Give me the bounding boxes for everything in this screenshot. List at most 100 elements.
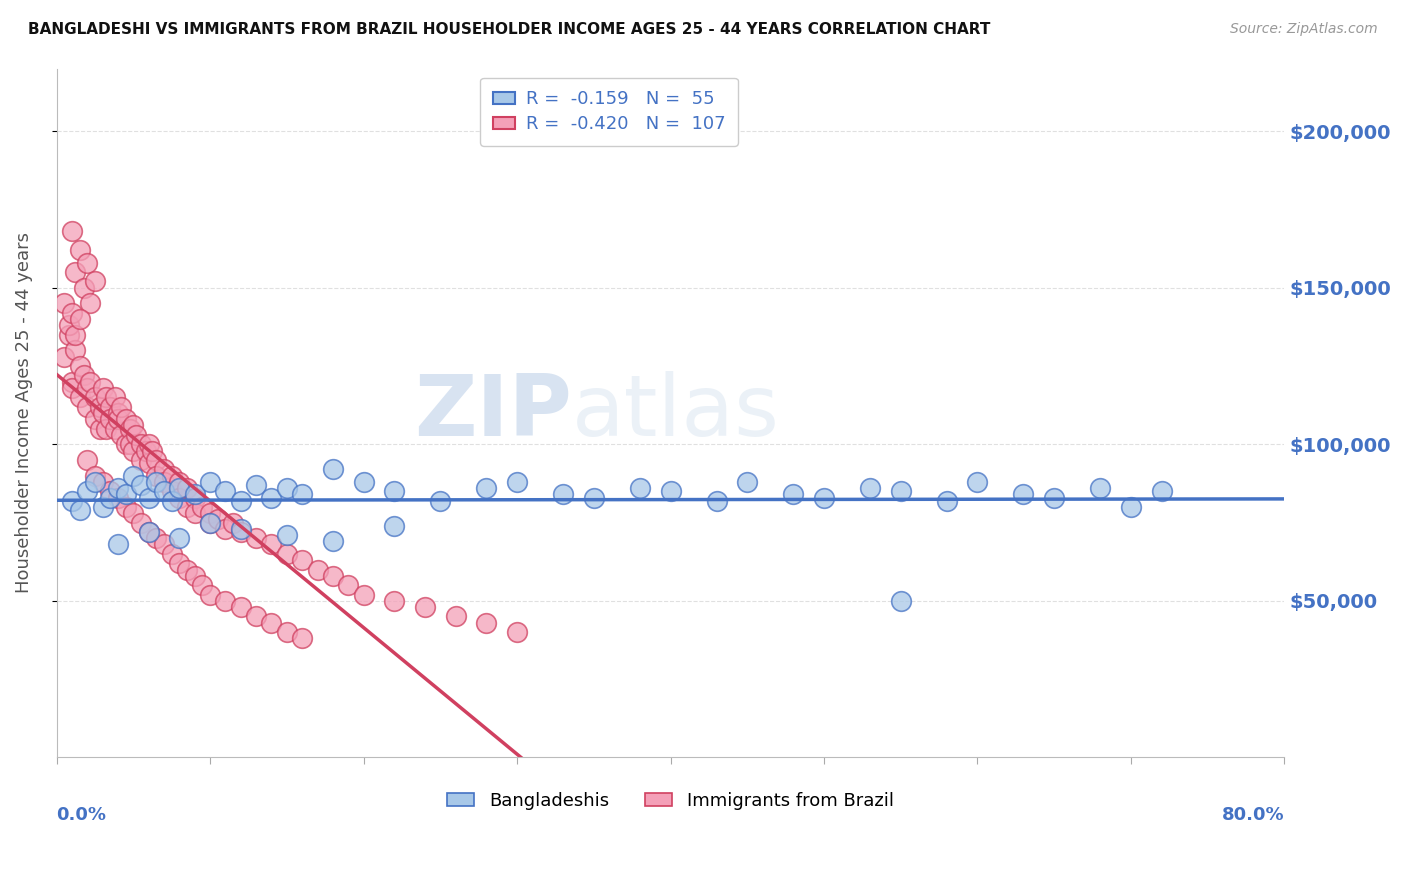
Point: [69, 312, 91, 326]
Point: [890, 484, 912, 499]
Point: [214, 594, 236, 608]
Point: [129, 516, 152, 530]
Point: [60, 493, 83, 508]
Point: [107, 412, 129, 426]
Point: [84, 412, 107, 426]
Point: [475, 481, 498, 495]
Point: [260, 615, 283, 630]
Point: [169, 556, 191, 570]
Point: [91, 381, 114, 395]
Point: [184, 487, 207, 501]
Text: 80.0%: 80.0%: [1222, 805, 1285, 823]
Point: [91, 475, 114, 489]
Point: [276, 481, 298, 495]
Point: [153, 537, 176, 551]
Point: [735, 475, 758, 489]
Point: [176, 500, 198, 514]
Point: [176, 562, 198, 576]
Point: [107, 481, 129, 495]
Text: atlas: atlas: [572, 371, 780, 454]
Point: [79, 296, 101, 310]
Point: [582, 491, 605, 505]
Point: [104, 390, 127, 404]
Point: [198, 506, 221, 520]
Point: [63, 343, 86, 358]
Point: [94, 390, 117, 404]
Point: [444, 609, 467, 624]
Point: [382, 594, 405, 608]
Point: [260, 491, 283, 505]
Point: [260, 537, 283, 551]
Point: [89, 400, 111, 414]
Point: [91, 406, 114, 420]
Point: [91, 500, 114, 514]
Point: [89, 422, 111, 436]
Point: [1090, 481, 1112, 495]
Point: [353, 588, 375, 602]
Point: [138, 524, 160, 539]
Point: [138, 491, 160, 505]
Point: [184, 491, 207, 505]
Point: [169, 475, 191, 489]
Point: [63, 327, 86, 342]
Point: [122, 506, 145, 520]
Point: [135, 443, 157, 458]
Point: [475, 615, 498, 630]
Point: [1043, 491, 1066, 505]
Point: [229, 493, 252, 508]
Point: [98, 484, 121, 499]
Point: [160, 547, 183, 561]
Point: [122, 418, 145, 433]
Point: [191, 578, 214, 592]
Point: [53, 296, 76, 310]
Point: [76, 484, 98, 499]
Point: [322, 534, 344, 549]
Point: [935, 493, 957, 508]
Point: [214, 522, 236, 536]
Point: [73, 281, 96, 295]
Point: [138, 524, 160, 539]
Point: [129, 453, 152, 467]
Point: [322, 462, 344, 476]
Point: [153, 462, 176, 476]
Point: [84, 390, 107, 404]
Point: [659, 484, 682, 499]
Point: [110, 400, 132, 414]
Point: [506, 625, 529, 640]
Point: [276, 547, 298, 561]
Point: [94, 422, 117, 436]
Point: [114, 487, 136, 501]
Point: [120, 422, 142, 436]
Point: [145, 531, 167, 545]
Point: [141, 443, 163, 458]
Point: [169, 531, 191, 545]
Point: [129, 437, 152, 451]
Point: [276, 528, 298, 542]
Point: [145, 475, 167, 489]
Point: [198, 516, 221, 530]
Point: [122, 468, 145, 483]
Point: [245, 609, 267, 624]
Text: ZIP: ZIP: [415, 371, 572, 454]
Point: [229, 522, 252, 536]
Point: [145, 468, 167, 483]
Point: [120, 437, 142, 451]
Point: [1012, 487, 1035, 501]
Point: [84, 275, 107, 289]
Point: [198, 516, 221, 530]
Point: [291, 632, 314, 646]
Point: [60, 381, 83, 395]
Point: [191, 500, 214, 514]
Point: [114, 437, 136, 451]
Text: 0.0%: 0.0%: [56, 805, 107, 823]
Point: [58, 318, 80, 333]
Point: [382, 484, 405, 499]
Point: [114, 500, 136, 514]
Point: [207, 512, 229, 526]
Point: [291, 487, 314, 501]
Point: [307, 562, 329, 576]
Point: [184, 569, 207, 583]
Point: [198, 588, 221, 602]
Point: [229, 524, 252, 539]
Point: [138, 437, 160, 451]
